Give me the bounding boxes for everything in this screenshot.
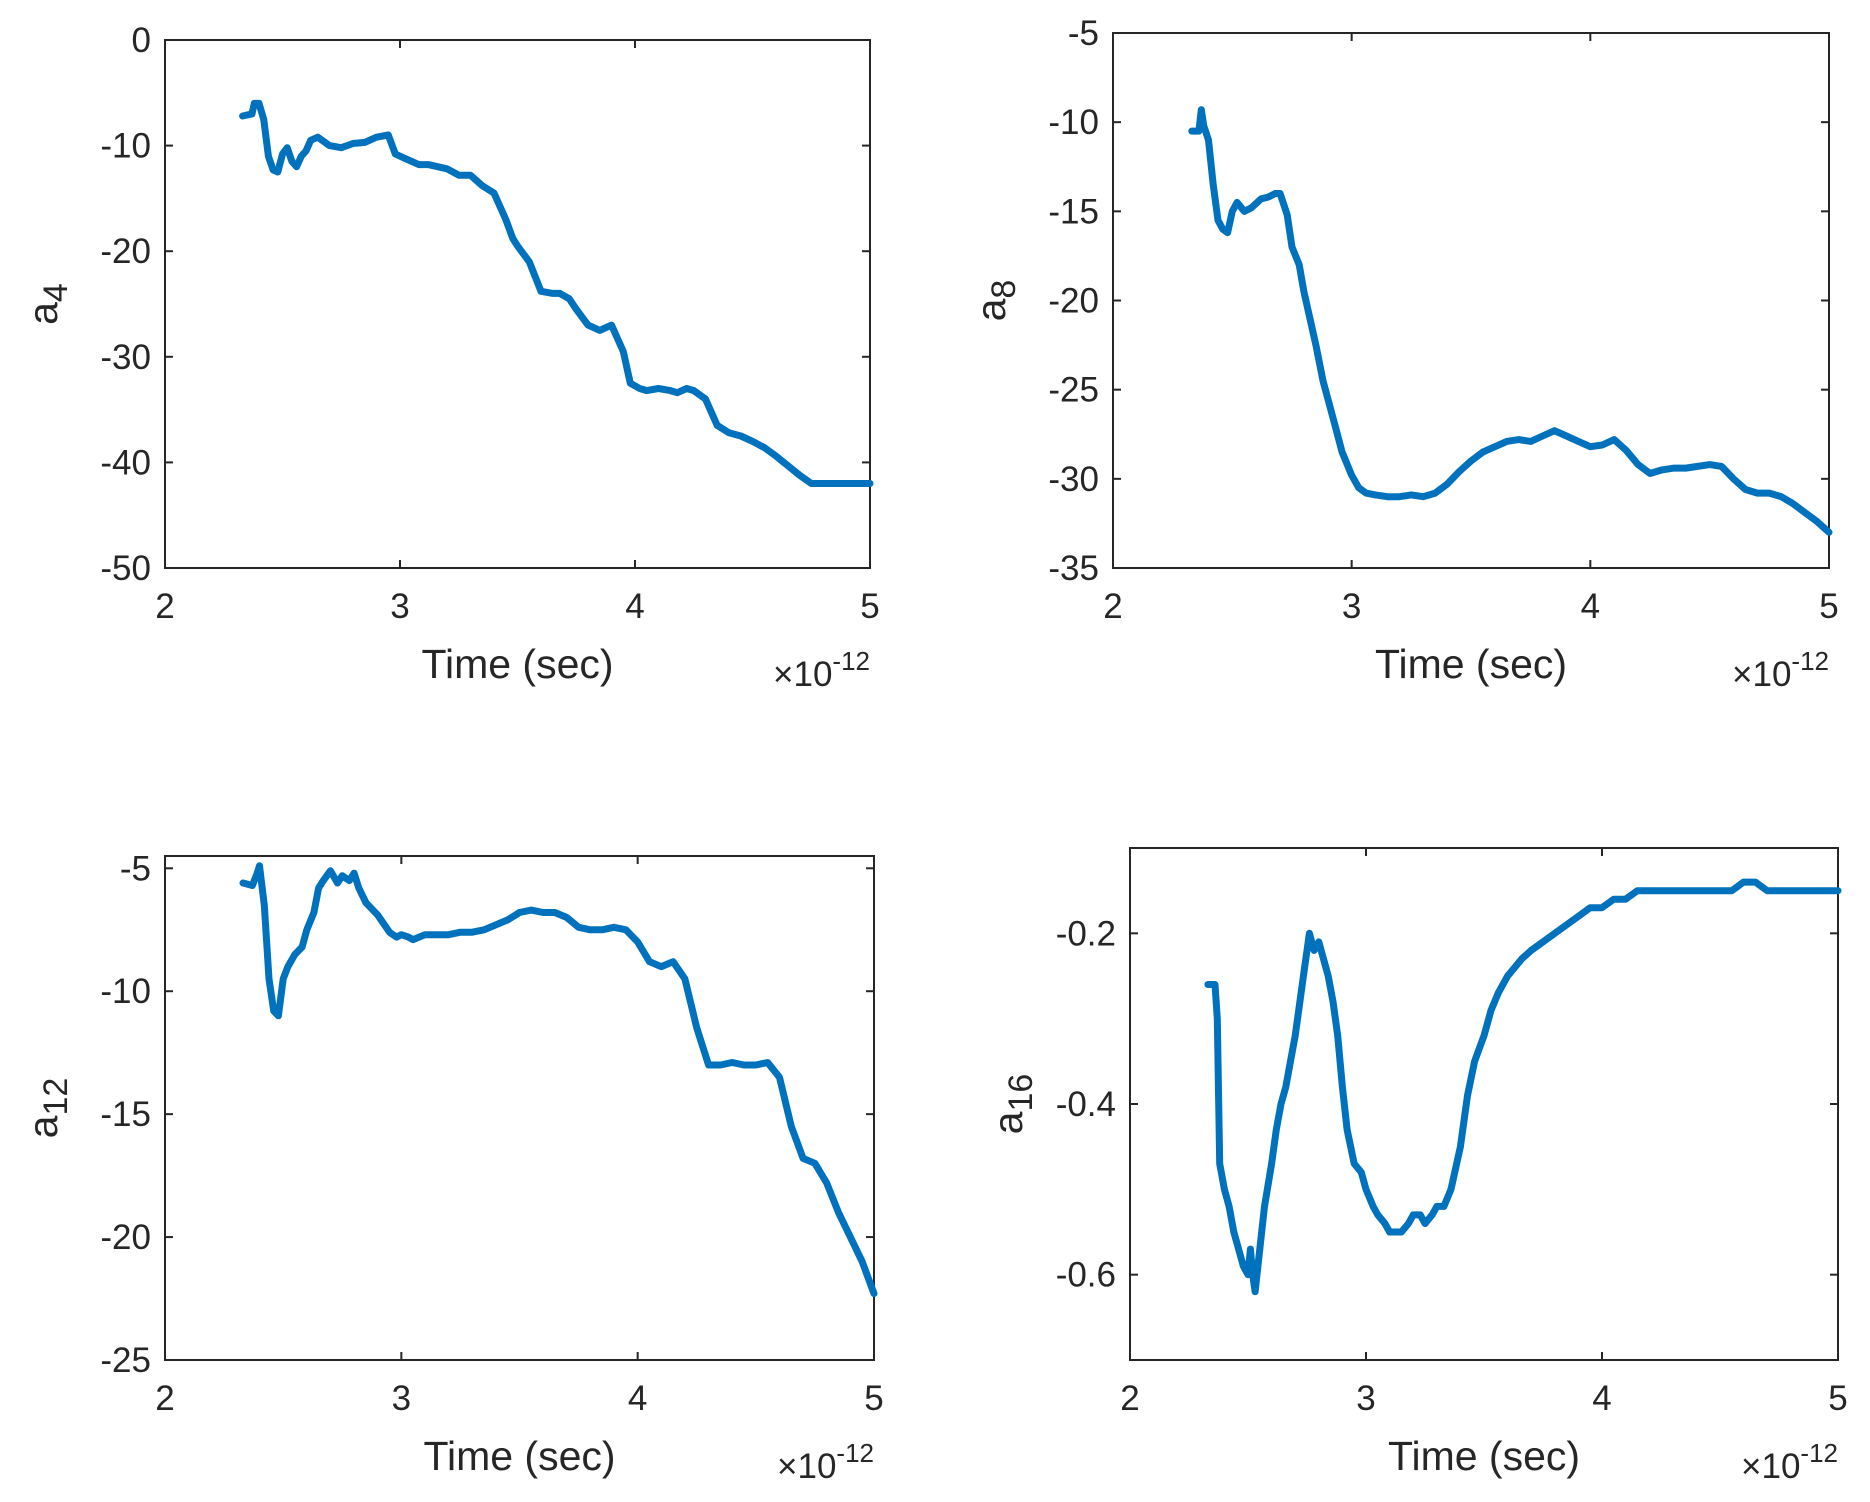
y-tick-label: -40 [100, 443, 151, 482]
x-exponent-base: ×10 [773, 655, 832, 694]
y-tick-label: -15 [1048, 192, 1099, 231]
x-tick-label: 5 [1819, 587, 1838, 626]
plot-frame [1129, 847, 1839, 1361]
y-axis-label-subscript: 16 [1002, 1074, 1040, 1112]
y-axis-label: a12 [20, 1078, 75, 1139]
y-tick-label: -20 [100, 232, 151, 271]
y-tick-label: -5 [1068, 14, 1099, 53]
x-exponent-base: ×10 [1741, 1447, 1800, 1486]
x-tick-label: 2 [1103, 587, 1122, 626]
x-tick-label: 2 [155, 1379, 174, 1418]
x-exponent-base: ×10 [1732, 655, 1791, 694]
y-tick-label: -10 [100, 972, 151, 1011]
x-axis-label: Time (sec) [1375, 641, 1567, 687]
series-line-a12 [239, 862, 878, 1298]
x-axis-label: Time (sec) [421, 641, 613, 687]
x-tick-label: 5 [864, 1379, 883, 1418]
y-tick-label: -15 [100, 1095, 151, 1134]
x-exponent-label: ×10-12 [1741, 1438, 1838, 1486]
x-exponent-label: ×10-12 [773, 646, 870, 694]
x-exponent-power: -12 [1791, 646, 1829, 676]
y-tick-label: -0.6 [1056, 1256, 1116, 1295]
series-line-a8 [1188, 106, 1833, 536]
y-axis-label: a16 [985, 1074, 1040, 1135]
y-axis-label-subscript: 4 [37, 283, 75, 302]
y-tick-label: -30 [100, 338, 151, 377]
y-tick-label: -30 [1048, 460, 1099, 499]
y-axis-label: a8 [968, 280, 1023, 322]
x-tick-label: 5 [860, 587, 879, 626]
y-tick-label: -20 [1048, 282, 1099, 321]
series-line-a4 [239, 99, 874, 487]
y-tick-label: -20 [100, 1218, 151, 1257]
y-tick-label: 0 [132, 21, 151, 60]
series-line-a16 [1204, 878, 1842, 1296]
x-exponent-label: ×10-12 [1732, 646, 1829, 694]
x-exponent-power: -12 [836, 1438, 874, 1468]
y-axis-label-base: a [20, 302, 66, 325]
y-axis-label-subscript: 8 [985, 280, 1023, 299]
x-exponent-power: -12 [1800, 1438, 1838, 1468]
panel-a8: 2 3 4 5 -35 -30 -25 -20 -15 -10 -5 Time (sec) ×10-12… [968, 14, 1839, 694]
panel-a16: 2 3 4 5 -0.6 -0.4 -0.2 Time (sec) ×10-12 a16 [985, 847, 1848, 1486]
x-tick-label: 4 [625, 587, 644, 626]
x-tick-label: 2 [155, 587, 174, 626]
y-axis-label-base: a [968, 298, 1014, 321]
y-tick-label: -25 [100, 1341, 151, 1380]
panel-a12: 2 3 4 5 -25 -20 -15 -10 -5 Time (sec) ×10-12 a12 [20, 849, 884, 1486]
y-tick-label: -5 [120, 849, 151, 888]
x-exponent-label: ×10-12 [777, 1438, 874, 1486]
x-tick-label: 3 [392, 1379, 411, 1418]
y-tick-label: -25 [1048, 371, 1099, 410]
x-tick-label: 2 [1120, 1379, 1139, 1418]
x-tick-label: 5 [1828, 1379, 1847, 1418]
x-axis-label: Time (sec) [1388, 1433, 1580, 1479]
x-tick-label: 4 [1592, 1379, 1611, 1418]
y-axis-label-base: a [20, 1115, 66, 1138]
x-tick-label: 3 [1356, 1379, 1375, 1418]
y-axis-label: a4 [20, 283, 75, 325]
y-tick-label: -50 [100, 549, 151, 588]
x-tick-label: 3 [1342, 587, 1361, 626]
y-axis-label-base: a [985, 1111, 1031, 1134]
x-exponent-base: ×10 [777, 1447, 836, 1486]
y-tick-label: -0.2 [1056, 914, 1116, 953]
y-tick-label: -10 [1048, 103, 1099, 142]
y-tick-label: -0.4 [1056, 1085, 1116, 1124]
x-exponent-power: -12 [832, 646, 870, 676]
plot-frame [164, 39, 871, 569]
x-tick-label: 4 [628, 1379, 647, 1418]
x-tick-label: 3 [390, 587, 409, 626]
x-axis-label: Time (sec) [423, 1433, 615, 1479]
plot-frame [164, 855, 875, 1361]
y-tick-label: -35 [1048, 549, 1099, 588]
y-tick-label: -10 [100, 127, 151, 166]
plot-frame [1112, 32, 1830, 569]
y-axis-label-subscript: 12 [37, 1078, 75, 1116]
x-tick-label: 4 [1581, 587, 1600, 626]
